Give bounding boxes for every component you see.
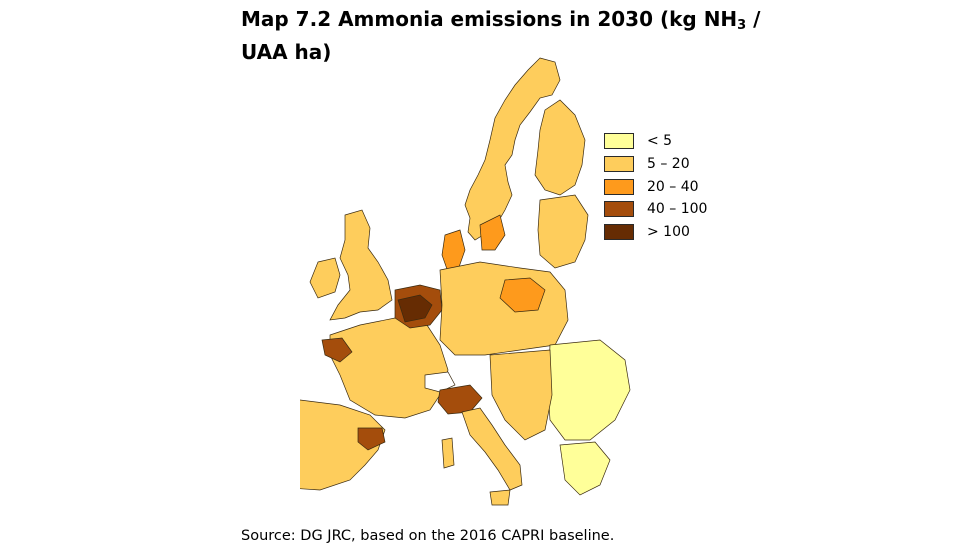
legend-item: 5 – 20	[604, 153, 707, 176]
region-uk	[329, 209, 393, 321]
region-greece	[559, 441, 611, 496]
legend-swatch	[604, 224, 634, 241]
region-ireland	[309, 257, 341, 299]
region-central-europe	[439, 261, 569, 356]
region-balkans	[489, 349, 553, 441]
legend-swatch	[604, 201, 634, 218]
region-finland	[534, 99, 586, 196]
region-catalonia	[357, 427, 386, 451]
region-netherlands	[397, 294, 433, 323]
region-baltics	[537, 194, 589, 269]
legend-swatch	[604, 178, 634, 195]
source-note: Source: DG JRC, based on the 2016 CAPRI …	[241, 528, 615, 544]
legend-swatch	[604, 156, 634, 173]
legend-label: 40 – 100	[647, 201, 708, 218]
legend-swatch	[604, 133, 634, 150]
legend-label: > 100	[647, 224, 690, 241]
legend-item: 20 – 40	[604, 175, 707, 198]
legend-label: 20 – 40	[647, 178, 699, 195]
region-brittany	[321, 337, 353, 363]
title-suffix: /	[746, 7, 761, 31]
map-title: Map 7.2 Ammonia emissions in 2030 (kg NH…	[241, 6, 761, 65]
region-sardinia	[441, 437, 455, 469]
region-sweden-south	[479, 214, 506, 251]
legend-item: < 5	[604, 130, 707, 153]
legend-item: > 100	[604, 221, 707, 244]
map-legend: < 5 5 – 20 20 – 40 40 – 100 > 100	[604, 130, 707, 243]
region-iberia	[300, 399, 386, 491]
region-italy	[461, 407, 523, 491]
title-line2: UAA ha)	[241, 40, 332, 64]
title-prefix: Map 7.2 Ammonia emissions in 2030 (kg NH	[241, 7, 738, 31]
region-poland-high	[499, 277, 546, 313]
title-subscript: 3	[737, 18, 747, 33]
europe-map	[300, 57, 631, 506]
region-france	[329, 317, 449, 419]
legend-item: 40 – 100	[604, 198, 707, 221]
legend-label: < 5	[647, 133, 673, 150]
region-sicily	[489, 489, 511, 506]
region-east-europe	[547, 339, 631, 441]
legend-label: 5 – 20	[647, 156, 690, 173]
